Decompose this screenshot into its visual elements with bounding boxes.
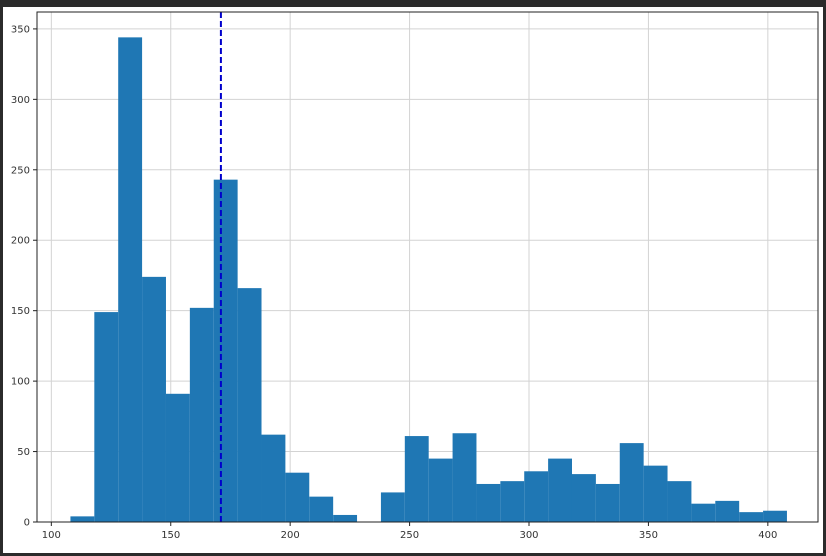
histogram-bar bbox=[668, 481, 692, 522]
histogram-bar bbox=[715, 501, 739, 522]
histogram-bar bbox=[94, 312, 118, 522]
histogram-bar bbox=[142, 277, 166, 522]
y-tick-label: 200 bbox=[11, 236, 30, 247]
histogram-bar bbox=[381, 492, 405, 522]
y-tick-label: 50 bbox=[17, 447, 30, 458]
histogram-bar bbox=[118, 37, 142, 522]
bar-layer bbox=[70, 37, 787, 522]
histogram-bar bbox=[763, 511, 787, 522]
y-tick-label: 100 bbox=[11, 377, 30, 388]
histogram-bar bbox=[596, 484, 620, 522]
x-tick-label: 150 bbox=[161, 530, 180, 541]
histogram-bar bbox=[429, 459, 453, 522]
x-tick-label: 250 bbox=[400, 530, 419, 541]
y-tick-label: 300 bbox=[11, 95, 30, 106]
x-tick-label: 100 bbox=[42, 530, 61, 541]
histogram-bar bbox=[166, 394, 190, 522]
chart-frame: 100 150 200 250 300 350 400 0 50 100 150 200 250 300 3… bbox=[3, 7, 823, 553]
histogram-bar bbox=[453, 433, 477, 522]
histogram-bar bbox=[548, 459, 572, 522]
histogram-bar bbox=[238, 288, 262, 522]
histogram-bar bbox=[644, 466, 668, 522]
histogram-bar bbox=[620, 443, 644, 522]
histogram-bar bbox=[214, 180, 238, 522]
y-tick-label: 150 bbox=[11, 306, 30, 317]
histogram-bar bbox=[524, 471, 548, 522]
x-tick-label: 200 bbox=[281, 530, 300, 541]
histogram-bar bbox=[691, 504, 715, 522]
histogram-bar bbox=[309, 497, 333, 522]
histogram-bar bbox=[70, 516, 94, 522]
histogram-bar bbox=[572, 474, 596, 522]
x-tick-label: 350 bbox=[639, 530, 658, 541]
histogram-bar bbox=[739, 512, 763, 522]
y-tick-label: 250 bbox=[11, 165, 30, 176]
histogram-bar bbox=[285, 473, 309, 522]
histogram-bar bbox=[333, 515, 357, 522]
histogram-chart: 100 150 200 250 300 350 400 0 50 100 150 200 250 300 3… bbox=[3, 7, 823, 553]
histogram-bar bbox=[190, 308, 214, 522]
y-tick-label: 350 bbox=[11, 24, 30, 35]
histogram-bar bbox=[262, 435, 286, 522]
histogram-bar bbox=[476, 484, 500, 522]
y-tick-label: 0 bbox=[24, 518, 30, 529]
histogram-bar bbox=[405, 436, 429, 522]
histogram-bar bbox=[500, 481, 524, 522]
x-tick-label: 300 bbox=[519, 530, 538, 541]
x-tick-label: 400 bbox=[758, 530, 777, 541]
